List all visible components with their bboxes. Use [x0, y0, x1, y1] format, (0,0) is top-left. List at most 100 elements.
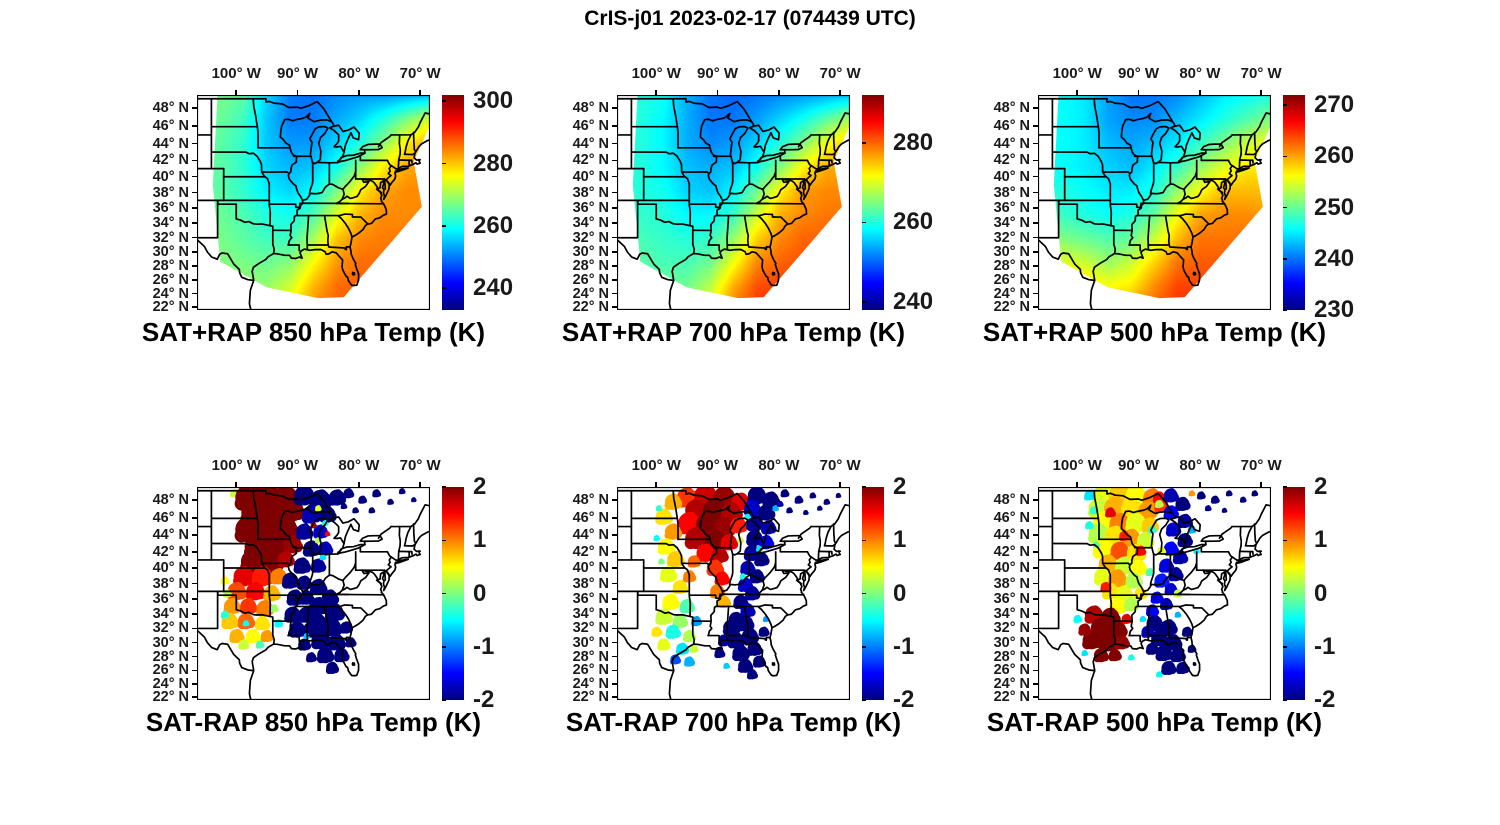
lat-tick-mark	[1033, 696, 1038, 698]
lat-tick-label: 26° N	[993, 662, 1030, 679]
lon-tick-label: 80° W	[1179, 457, 1221, 474]
lon-tick-label: 80° W	[338, 65, 380, 82]
lat-tick-mark	[192, 306, 197, 308]
lat-tick-mark	[612, 279, 617, 281]
lat-tick-label: 28° N	[572, 258, 609, 275]
lon-tick-mark	[778, 90, 780, 95]
lat-tick-mark	[612, 567, 617, 569]
lat-tick-label: 36° N	[572, 590, 609, 607]
lat-tick-mark	[1033, 107, 1038, 109]
lat-tick-label: 30° N	[993, 244, 1030, 261]
lon-tick-mark	[839, 90, 841, 95]
lon-tick-mark	[358, 90, 360, 95]
lat-tick-label: 24° N	[572, 285, 609, 302]
lat-tick-mark	[192, 236, 197, 239]
colorbar-tick-mark	[1283, 699, 1287, 701]
lat-tick-label: 44° N	[152, 135, 189, 152]
lat-tick-mark	[1033, 683, 1038, 685]
lat-tick-label: 44° N	[993, 527, 1030, 544]
lat-tick-mark	[192, 107, 197, 109]
lat-tick-mark	[612, 207, 617, 209]
map-canvas-sat-minus-rap-500	[1038, 487, 1271, 700]
lat-tick-label: 40° N	[572, 559, 609, 576]
lon-tick-mark	[358, 482, 360, 487]
lat-tick-label: 46° N	[993, 118, 1030, 135]
panel-title: SAT-RAP 850 hPa Temp (K)	[145, 707, 482, 737]
lat-tick-label: 48° N	[572, 491, 609, 508]
lat-tick-mark	[192, 499, 197, 501]
colorbar-tick-label: 260	[1314, 142, 1355, 170]
lat-tick-mark	[1033, 125, 1038, 127]
lat-tick-mark	[612, 159, 617, 162]
lat-tick-mark	[1033, 142, 1038, 145]
panel-sat-plus-rap-500: SAT+RAP 500 hPa Temp (K) 100° W 90° W 80° …	[983, 65, 1354, 347]
colorbar-tick-label: 0	[1314, 579, 1328, 607]
lat-tick-mark	[192, 125, 197, 127]
lat-tick-label: 44° N	[572, 135, 609, 152]
lat-tick-label: 22° N	[572, 299, 609, 315]
colorbar-tick-mark	[862, 301, 866, 303]
colorbar-sat-plus-rap-850	[442, 95, 464, 310]
lon-tick-label: 70° W	[819, 457, 861, 474]
lat-tick-label: 26° N	[572, 662, 609, 679]
lat-tick-mark	[1033, 175, 1038, 178]
lon-tick-mark	[839, 482, 841, 487]
lat-tick-label: 42° N	[152, 152, 189, 169]
lon-tick-mark	[419, 482, 421, 487]
colorbar-tick-label: -2	[893, 686, 915, 713]
lat-tick-label: 42° N	[993, 152, 1030, 169]
panel-title: SAT+RAP 700 hPa Temp (K)	[561, 317, 906, 347]
lat-tick-mark	[192, 641, 197, 644]
colorbar-tick-mark	[862, 486, 866, 488]
lat-tick-mark	[612, 236, 617, 239]
lon-tick-mark	[419, 90, 421, 95]
lon-tick-label: 70° W	[1240, 65, 1282, 82]
lat-tick-label: 36° N	[993, 590, 1030, 607]
map-canvas-sat-minus-rap-700	[617, 487, 850, 700]
lat-tick-label: 38° N	[152, 184, 189, 201]
colorbar-tick-label: 260	[473, 211, 514, 239]
lat-tick-label: 30° N	[572, 244, 609, 261]
colorbar-tick-label: -1	[1314, 632, 1336, 660]
lon-tick-label: 100° W	[211, 457, 261, 474]
lat-tick-label: 48° N	[993, 491, 1030, 508]
lon-tick-mark	[716, 482, 719, 487]
map-canvas-sat-minus-rap-850	[197, 487, 430, 700]
colorbar-tick-label: 270	[1314, 91, 1355, 119]
lat-tick-mark	[612, 669, 617, 672]
lon-tick-label: 80° W	[758, 457, 800, 474]
lat-tick-label: 34° N	[152, 605, 189, 622]
lat-tick-mark	[612, 655, 617, 658]
colorbar-tick-mark	[1283, 646, 1287, 648]
lat-tick-mark	[192, 534, 197, 536]
lat-tick-mark	[612, 517, 617, 519]
lon-tick-mark	[296, 90, 299, 95]
lat-tick-label: 48° N	[993, 100, 1030, 117]
lon-tick-label: 90° W	[697, 457, 739, 474]
lon-tick-label: 90° W	[697, 65, 739, 82]
lat-tick-mark	[612, 582, 617, 585]
colorbar-tick-mark	[442, 100, 446, 102]
lat-tick-label: 48° N	[152, 491, 189, 508]
lat-tick-mark	[1033, 655, 1038, 658]
colorbar-tick-label: 1	[1314, 526, 1328, 554]
lat-tick-label: 48° N	[152, 100, 189, 117]
lat-tick-label: 24° N	[993, 675, 1030, 692]
lat-tick-label: 26° N	[152, 662, 189, 679]
colorbar-tick-mark	[1283, 104, 1287, 106]
colorbar-tick-label: 240	[893, 288, 934, 316]
lon-tick-mark	[1137, 482, 1140, 487]
lon-tick-mark	[1260, 482, 1262, 487]
lat-tick-label: 42° N	[993, 543, 1030, 560]
lat-tick-label: 26° N	[993, 272, 1030, 289]
lat-tick-mark	[1033, 567, 1038, 569]
lat-tick-mark	[1033, 222, 1038, 224]
lat-tick-mark	[1033, 207, 1038, 209]
lat-tick-mark	[1033, 251, 1038, 253]
lon-tick-label: 70° W	[399, 457, 441, 474]
lon-tick-label: 80° W	[758, 65, 800, 82]
colorbar-tick-mark	[862, 592, 866, 595]
lon-tick-label: 90° W	[277, 65, 319, 82]
lat-tick-mark	[612, 598, 617, 600]
colorbar-tick-mark	[862, 646, 866, 648]
